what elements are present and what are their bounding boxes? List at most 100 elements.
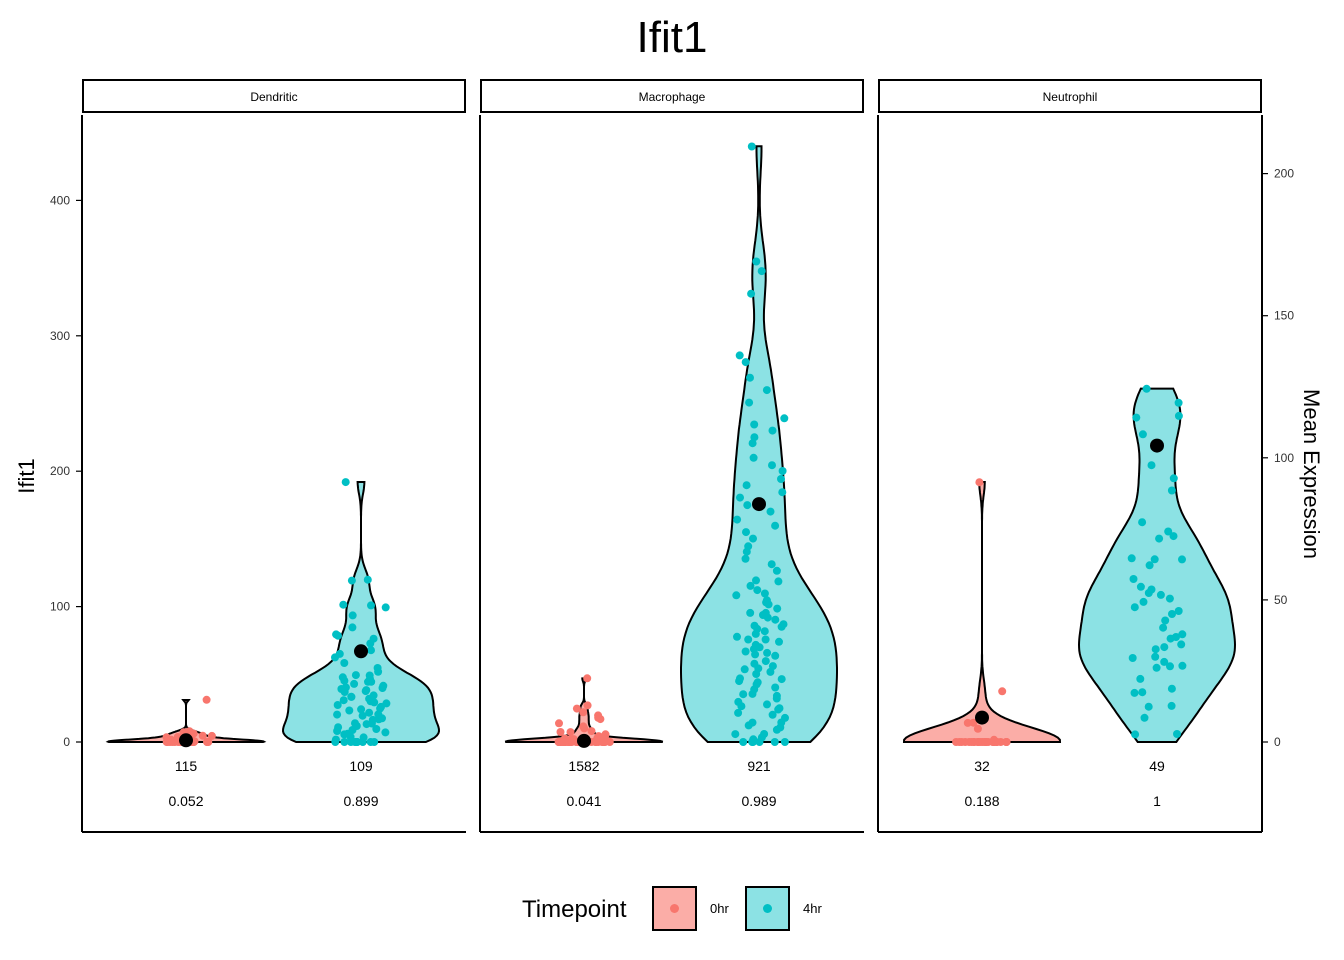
data-point: [594, 732, 603, 741]
data-point: [749, 453, 758, 462]
data-point: [735, 351, 744, 360]
data-point: [741, 554, 750, 563]
data-point: [367, 646, 375, 655]
data-point: [368, 715, 377, 724]
data-point: [746, 608, 755, 617]
data-point: [335, 649, 344, 658]
data-point: [365, 708, 374, 717]
data-point: [743, 501, 752, 510]
data-point: [981, 738, 990, 746]
fraction-expressing-label: 0.041: [566, 793, 601, 809]
data-point: [202, 695, 211, 704]
data-point: [741, 358, 750, 367]
violin-4hr: [281, 481, 441, 743]
mean-expression-marker: [1150, 438, 1164, 453]
data-point: [747, 142, 756, 151]
data-point: [1140, 713, 1149, 722]
facet-panel-neutrophil: Neutrophil 32 0.188 49 1: [877, 79, 1262, 833]
data-point: [339, 600, 348, 609]
data-point: [1173, 730, 1181, 738]
data-point: [746, 373, 754, 382]
data-point: [363, 575, 372, 584]
y-axis-label: Ifit1: [14, 458, 39, 493]
data-point: [736, 493, 744, 502]
fraction-expressing-label: 0.899: [343, 793, 378, 809]
data-point: [1145, 561, 1154, 570]
data-point: [340, 738, 349, 746]
violin-0hr: [902, 481, 1062, 743]
data-point: [357, 705, 366, 714]
data-point: [734, 697, 743, 706]
data-point: [780, 414, 789, 423]
data-point: [359, 733, 368, 742]
cell-count-label: 1582: [568, 758, 599, 774]
data-point: [1138, 430, 1147, 439]
data-point: [1156, 590, 1165, 599]
data-point: [969, 718, 978, 727]
data-point: [601, 730, 610, 739]
data-point: [780, 738, 789, 746]
data-point: [1174, 411, 1183, 420]
data-point: [556, 728, 565, 736]
data-point: [778, 467, 787, 475]
data-point: [1147, 585, 1156, 594]
data-point: [739, 690, 748, 699]
data-point: [773, 604, 782, 613]
facet-panel-dendritic: Dendritic 115 0.052 109 0.899: [81, 79, 466, 833]
data-point: [732, 591, 741, 600]
data-point: [742, 481, 751, 490]
data-point: [742, 528, 750, 537]
violin-group-4hr: 49 1: [1077, 384, 1237, 809]
data-point: [566, 728, 575, 737]
data-point: [749, 534, 757, 543]
data-point: [955, 738, 964, 746]
data-point: [1167, 486, 1176, 495]
data-point: [1136, 582, 1145, 591]
data-point: [752, 576, 760, 585]
data-point: [333, 710, 342, 719]
y2-tick-label: 100: [1274, 451, 1294, 465]
data-point: [366, 738, 375, 746]
data-point: [207, 731, 216, 740]
data-point: [744, 542, 753, 551]
data-point: [741, 647, 750, 656]
cell-count-label: 921: [747, 758, 771, 774]
data-point: [1159, 623, 1168, 632]
data-point: [572, 704, 581, 713]
data-point: [749, 735, 758, 744]
data-point: [733, 515, 742, 524]
data-point: [203, 738, 212, 746]
data-point: [777, 675, 786, 684]
facet-strip-label: Macrophage: [639, 90, 706, 104]
data-point: [739, 738, 748, 746]
data-point: [733, 632, 741, 641]
legend-label-0hr: 0hr: [710, 901, 729, 916]
mean-expression-marker: [179, 733, 193, 748]
data-point: [579, 708, 588, 717]
data-point: [768, 461, 776, 470]
data-point: [772, 691, 781, 700]
data-point: [760, 730, 769, 738]
data-point: [1138, 518, 1147, 527]
fraction-expressing-label: 0.052: [168, 793, 203, 809]
y2-tick-label: 200: [1274, 167, 1294, 181]
data-point: [369, 634, 378, 643]
mean-expression-marker: [975, 710, 989, 725]
data-point: [768, 710, 777, 719]
data-point: [1151, 652, 1160, 661]
data-point: [762, 386, 771, 395]
data-point: [365, 671, 374, 680]
y-tick-label: 0: [63, 735, 70, 749]
data-point: [1164, 527, 1173, 536]
cell-count-label: 49: [1149, 758, 1165, 774]
data-point: [334, 723, 343, 732]
facet-strip: [878, 79, 1262, 113]
data-point: [779, 620, 788, 629]
data-point: [734, 708, 743, 717]
data-point: [583, 701, 592, 710]
data-point: [1168, 610, 1176, 618]
data-point: [973, 724, 982, 733]
data-point: [757, 267, 766, 276]
facet-panel-macrophage: Macrophage 1582 0.041 921 0.989: [479, 79, 864, 833]
data-point: [761, 635, 770, 644]
